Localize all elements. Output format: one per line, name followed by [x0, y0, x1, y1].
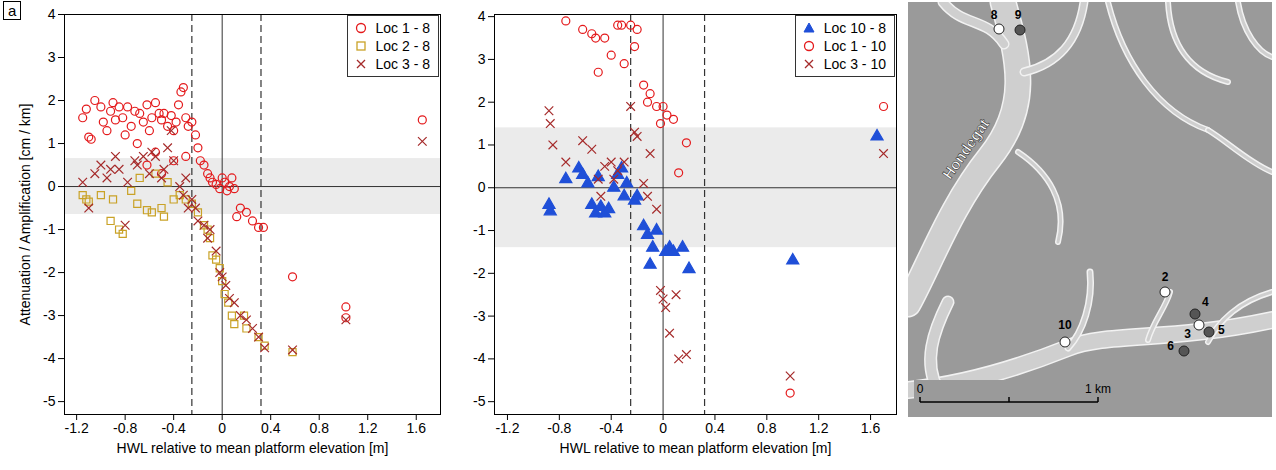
svg-text:1.6: 1.6 — [861, 420, 881, 436]
svg-text:-5: -5 — [473, 393, 486, 409]
svg-text:-4: -4 — [43, 350, 56, 366]
html-text:Loc 2 - 8: Loc 2 - 8 — [375, 38, 430, 54]
svg-text:1 km: 1 km — [1085, 382, 1111, 396]
svg-text:3: 3 — [478, 51, 486, 67]
svg-text:3: 3 — [48, 49, 56, 65]
svg-text:2: 2 — [1162, 270, 1169, 284]
html-text:Loc 1 - 10: Loc 1 - 10 — [823, 38, 886, 54]
html-text:Loc 3 - 8: Loc 3 - 8 — [375, 56, 430, 72]
svg-text:1.6: 1.6 — [407, 420, 427, 436]
svg-text:4: 4 — [48, 6, 56, 22]
svg-text:2: 2 — [478, 94, 486, 110]
svg-text:-2: -2 — [473, 265, 486, 281]
svg-text:-1.2: -1.2 — [65, 420, 89, 436]
html-text:Loc 1 - 8: Loc 1 - 8 — [375, 20, 430, 36]
html-text:a: a — [8, 2, 17, 19]
svg-text:Attenuation / Amplification [c: Attenuation / Amplification [cm / km] — [17, 104, 33, 326]
svg-text:-1.2: -1.2 — [495, 420, 519, 436]
svg-text:-1: -1 — [473, 222, 486, 238]
svg-text:4: 4 — [478, 8, 486, 24]
svg-text:10: 10 — [1058, 318, 1072, 332]
svg-text:5: 5 — [1218, 323, 1225, 337]
svg-text:8: 8 — [991, 8, 998, 22]
svg-text:-0.4: -0.4 — [162, 420, 186, 436]
svg-text:0: 0 — [659, 420, 667, 436]
svg-text:Hondegat: Hondegat — [939, 116, 993, 182]
svg-text:1.2: 1.2 — [809, 420, 829, 436]
svg-text:1: 1 — [478, 136, 486, 152]
svg-text:-4: -4 — [473, 350, 486, 366]
svg-text:HWL relative to mean platform: HWL relative to mean platform elevation … — [117, 440, 389, 456]
svg-text:-5: -5 — [43, 393, 56, 409]
svg-text:3: 3 — [1184, 327, 1191, 341]
svg-text:6: 6 — [1167, 339, 1174, 353]
svg-text:-0.8: -0.8 — [113, 420, 137, 436]
svg-text:-3: -3 — [473, 308, 486, 324]
svg-text:-0.8: -0.8 — [547, 420, 571, 436]
html-text:Loc 3 - 10: Loc 3 - 10 — [823, 56, 886, 72]
svg-text:0: 0 — [218, 420, 226, 436]
svg-text:0: 0 — [917, 382, 924, 396]
svg-text:HWL relative to mean platform: HWL relative to mean platform elevation … — [560, 440, 832, 456]
svg-text:1.2: 1.2 — [358, 420, 378, 436]
svg-text:-1: -1 — [43, 221, 56, 237]
svg-text:0: 0 — [478, 179, 486, 195]
svg-text:0.8: 0.8 — [309, 420, 329, 436]
html-text:Loc 10 - 8: Loc 10 - 8 — [823, 20, 886, 36]
svg-text:2: 2 — [48, 92, 56, 108]
svg-text:0: 0 — [48, 178, 56, 194]
svg-text:1: 1 — [48, 135, 56, 151]
svg-text:0.8: 0.8 — [757, 420, 777, 436]
svg-text:4: 4 — [1202, 295, 1209, 309]
svg-text:-3: -3 — [43, 307, 56, 323]
svg-text:0.4: 0.4 — [261, 420, 281, 436]
svg-text:0.4: 0.4 — [705, 420, 725, 436]
svg-text:9: 9 — [1015, 8, 1022, 22]
svg-text:-0.4: -0.4 — [599, 420, 623, 436]
svg-text:-2: -2 — [43, 264, 56, 280]
